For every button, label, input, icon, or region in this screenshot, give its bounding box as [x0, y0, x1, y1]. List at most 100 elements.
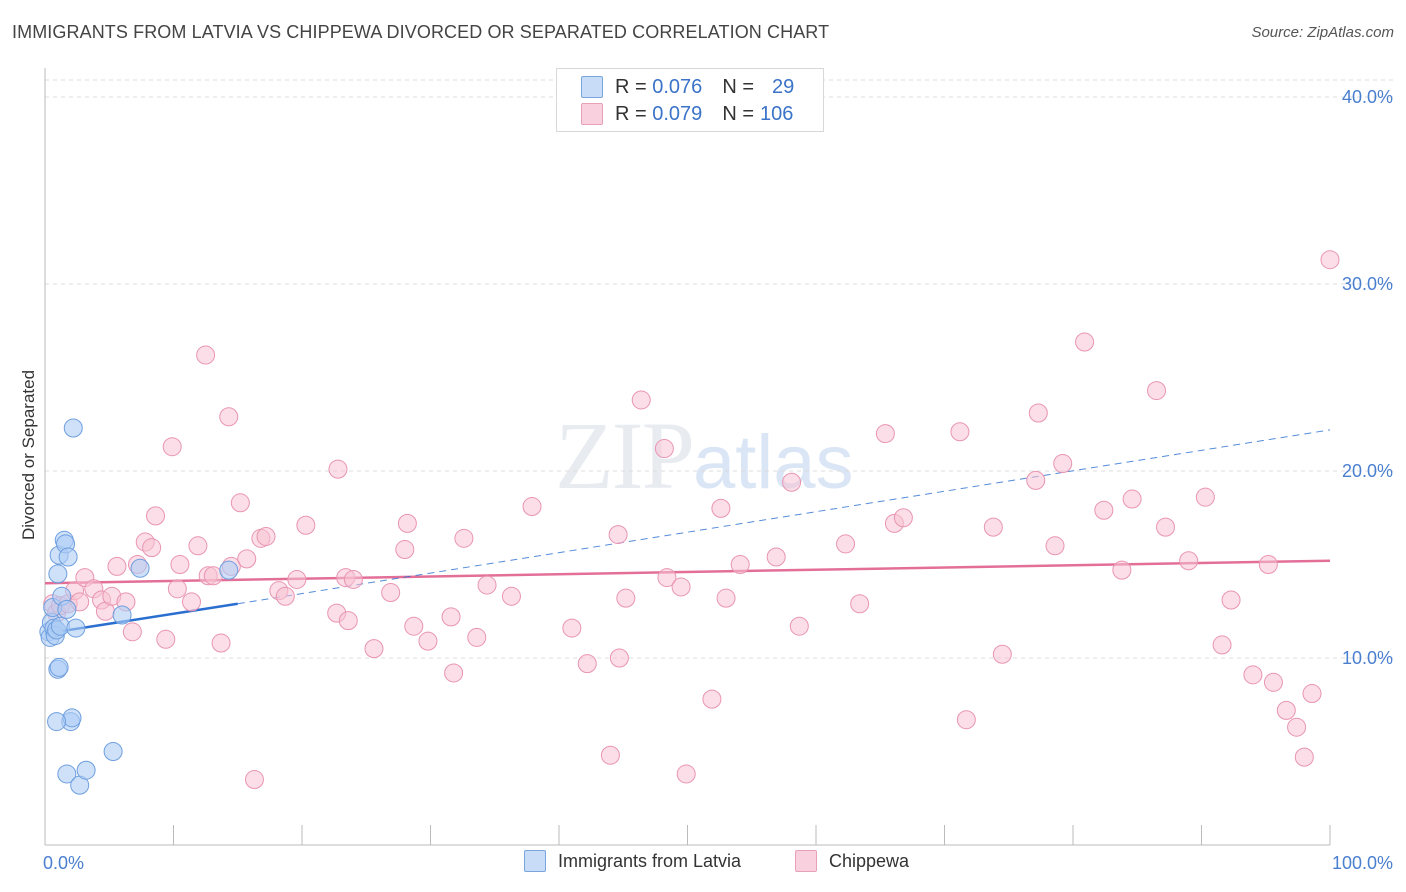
latvia-point [58, 547, 78, 567]
latvia-point [76, 760, 96, 780]
chippewa-point [1045, 536, 1065, 556]
chippewa-point [1221, 590, 1241, 610]
latvia-points [39, 418, 239, 795]
chippewa-point [181, 592, 201, 612]
chippewa-point [156, 629, 176, 649]
chippewa-point [1320, 250, 1340, 270]
chippewa-point [875, 424, 895, 444]
chippewa-point [1147, 381, 1167, 401]
latvia-point [130, 558, 150, 578]
chippewa-point [1026, 470, 1046, 490]
x-tick-label-max: 100.0% [1332, 853, 1393, 873]
chippewa-swatch [581, 103, 603, 125]
chippewa-point [441, 607, 461, 627]
chippewa-point [1302, 684, 1322, 704]
latvia-point [47, 712, 67, 732]
y-axis-label: Divorced or Separated [19, 370, 38, 540]
chippewa-point [1053, 454, 1073, 474]
chippewa-point [328, 459, 348, 479]
chippewa-point [146, 506, 166, 526]
latvia-point [66, 618, 86, 638]
watermark-zip: ZIP [555, 402, 695, 509]
chippewa-point [1258, 555, 1278, 574]
latvia-point [57, 599, 77, 619]
chippewa-point [657, 568, 677, 588]
chippewa-point [671, 577, 691, 597]
chippewa-point [219, 407, 239, 427]
chippewa-point [716, 588, 736, 608]
chippewa-point [676, 764, 696, 784]
chippewa-point [107, 556, 127, 576]
n-value: 29 [772, 75, 795, 98]
latvia-swatch [581, 76, 603, 98]
r-label: R = [615, 75, 647, 98]
chippewa-point [782, 472, 802, 492]
chippewa-point [1195, 487, 1215, 507]
chippewa-point [454, 528, 474, 548]
r-value: 0.079 [652, 102, 703, 125]
y-tick-label: 40.0% [1342, 87, 1393, 107]
chippewa-point [608, 525, 628, 545]
chippewa-point [404, 616, 424, 636]
axes [44, 68, 1331, 846]
chippewa-point [730, 555, 750, 574]
legend-label: Chippewa [829, 850, 910, 871]
latvia-point [219, 560, 239, 580]
chippewa-point [956, 710, 976, 730]
chippewa-point [188, 536, 208, 556]
chippewa-point [287, 569, 307, 589]
latvia-point [103, 742, 123, 761]
chippewa-point [275, 586, 295, 606]
chippewa-point [397, 513, 417, 533]
chippewa-point [122, 622, 142, 642]
chippewa-points [43, 250, 1340, 790]
chippewa-point [364, 639, 384, 659]
chippewa-point [395, 540, 415, 560]
chippewa-point [467, 627, 487, 647]
chippewa-point [196, 345, 216, 365]
latvia-point [49, 657, 69, 677]
chippewa-point [477, 575, 497, 595]
watermark: ZIPatlas [555, 400, 854, 511]
n-value: 106 [760, 102, 794, 125]
legend-item-latvia[interactable]: Immigrants from Latvia [524, 850, 741, 872]
chart-title: IMMIGRANTS FROM LATVIA VS CHIPPEWA DIVOR… [12, 22, 830, 42]
latvia-point [112, 605, 132, 625]
chippewa-point [992, 644, 1012, 664]
chippewa-point [702, 689, 722, 709]
chippewa-point [256, 526, 276, 546]
chippewa-point [850, 594, 870, 614]
trend-lines [44, 429, 1331, 635]
y-tick-label: 10.0% [1342, 648, 1393, 668]
chippewa-swatch [795, 850, 817, 872]
chippewa-point [1122, 489, 1142, 509]
x-tick-label-min: 0.0% [43, 853, 84, 873]
chippewa-point [766, 547, 786, 567]
chippewa-point [142, 538, 162, 558]
chippewa-point [230, 493, 250, 513]
chippewa-point [162, 437, 182, 457]
chippewa-point [1112, 560, 1132, 580]
chippewa-point [296, 515, 316, 535]
chippewa-point [237, 549, 257, 569]
chippewa-point [1212, 635, 1232, 655]
axis-labels: 10.0% 20.0% 30.0% 40.0% 0.0% 100.0% Divorced o… [19, 87, 1393, 873]
chippewa-point [1094, 500, 1114, 520]
stats-row-chippewa: R = 0.079 N = 106 [557, 101, 823, 127]
latvia-trend-line-dashed [237, 429, 1331, 605]
legend-item-chippewa[interactable]: Chippewa [795, 850, 909, 872]
chippewa-point [522, 497, 542, 517]
chippewa-point [170, 555, 190, 574]
chippewa-point [501, 586, 521, 606]
chippewa-point [616, 588, 636, 608]
y-tick-label: 20.0% [1342, 461, 1393, 481]
chippewa-point [338, 611, 358, 631]
chippewa-point [983, 517, 1003, 537]
chippewa-point [711, 498, 731, 518]
chippewa-point [893, 508, 913, 528]
watermark-atlas: atlas [693, 420, 854, 505]
chippewa-point [654, 439, 674, 459]
chippewa-point [950, 422, 970, 442]
legend: Immigrants from Latvia Chippewa [0, 850, 1406, 878]
